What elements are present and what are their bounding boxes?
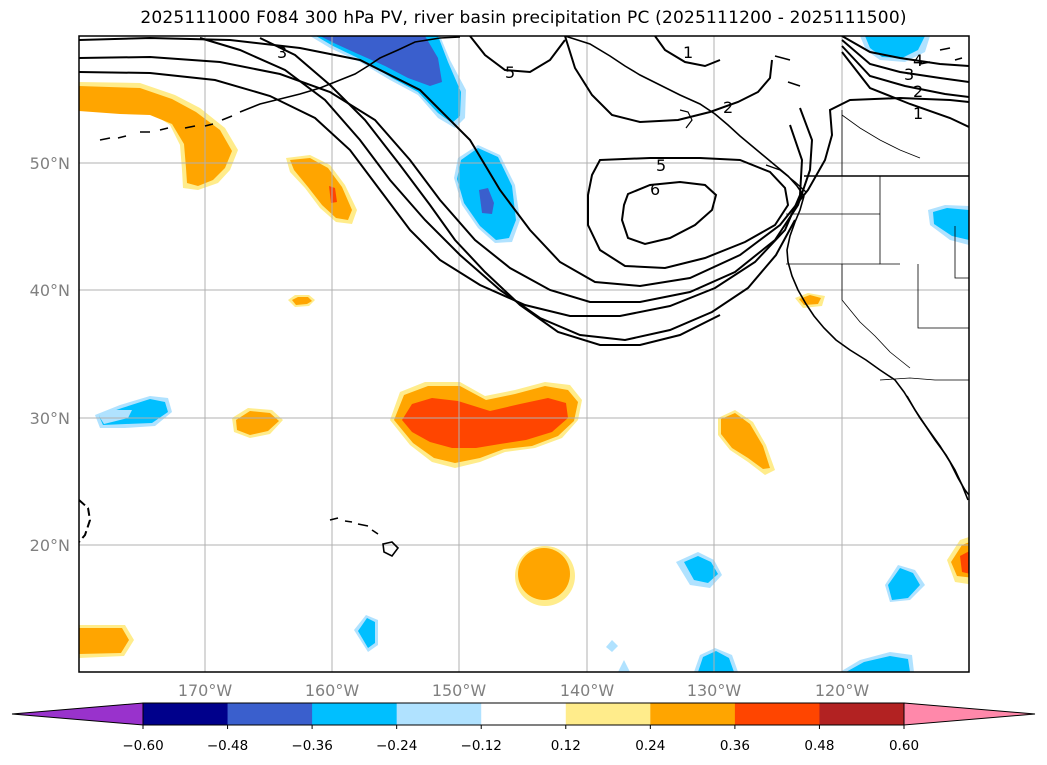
colorbar-segment — [819, 703, 905, 725]
pv-label: 6 — [650, 180, 660, 199]
pv-contour-labels: 1 2 3 4 5 6 1 2 3 5 — [277, 43, 923, 199]
colorbar-tick-label: −0.36 — [291, 738, 332, 754]
lat-label-40n: 40°N — [30, 281, 70, 300]
colorbar-tick-label: 0.36 — [720, 738, 750, 754]
colorbar-segment — [143, 703, 229, 725]
lon-label-160w: 160°W — [305, 681, 360, 700]
pv-label: 3 — [277, 43, 287, 62]
colorbar-extend-high — [903, 702, 1036, 726]
colorbar-tick-label: 0.60 — [889, 738, 919, 754]
colorbar-segment — [312, 703, 398, 725]
colorbar-segment — [565, 703, 651, 725]
lon-label-130w: 130°W — [687, 681, 742, 700]
colorbar: −0.60 −0.48 −0.36 −0.24 −0.12 0.12 0.24 0.36 0.4… — [11, 702, 1036, 754]
lat-label-20n: 20°N — [30, 536, 70, 555]
pv-label: 3 — [904, 65, 914, 84]
colorbar-segment — [650, 703, 736, 725]
pv-label: 2 — [913, 82, 923, 101]
colorbar-segment — [396, 703, 482, 725]
colorbar-segment — [734, 703, 820, 725]
map-border — [78, 35, 970, 673]
pv-label: 5 — [505, 63, 515, 82]
lat-label-50n: 50°N — [30, 154, 70, 173]
colorbar-tick-label: 0.12 — [551, 738, 581, 754]
pv-label: 2 — [723, 98, 733, 117]
colorbar-tick-label: 0.24 — [635, 738, 665, 754]
colorbar-frame — [142, 702, 905, 726]
lat-label-30n: 30°N — [30, 409, 70, 428]
pv-label: 1 — [683, 43, 693, 62]
lon-label-150w: 150°W — [432, 681, 487, 700]
pv-label: 1 — [913, 104, 923, 123]
lon-label-140w: 140°W — [560, 681, 615, 700]
pv-label: 5 — [656, 156, 666, 175]
plot-title: 2025111000 F084 300 hPa PV, river basin … — [140, 8, 907, 28]
lon-label-120w: 120°W — [815, 681, 870, 700]
latitude-labels: 50°N 40°N 30°N 20°N — [30, 154, 70, 555]
colorbar-tick-label: −0.12 — [461, 738, 502, 754]
colorbar-tick-label: −0.48 — [207, 738, 248, 754]
colorbar-tick-label: −0.60 — [122, 738, 163, 754]
colorbar-segment — [227, 703, 313, 725]
longitude-labels: 170°W 160°W 150°W 140°W 130°W 120°W — [178, 681, 870, 700]
pv-contours — [79, 36, 969, 543]
colorbar-tick-label: −0.24 — [376, 738, 417, 754]
colorbar-segment — [481, 703, 567, 725]
lon-label-170w: 170°W — [178, 681, 233, 700]
colorbar-tick-label: 0.48 — [804, 738, 834, 754]
pv-label: 4 — [913, 51, 923, 70]
political-borders — [786, 110, 969, 381]
colorbar-extend-low — [11, 702, 144, 726]
